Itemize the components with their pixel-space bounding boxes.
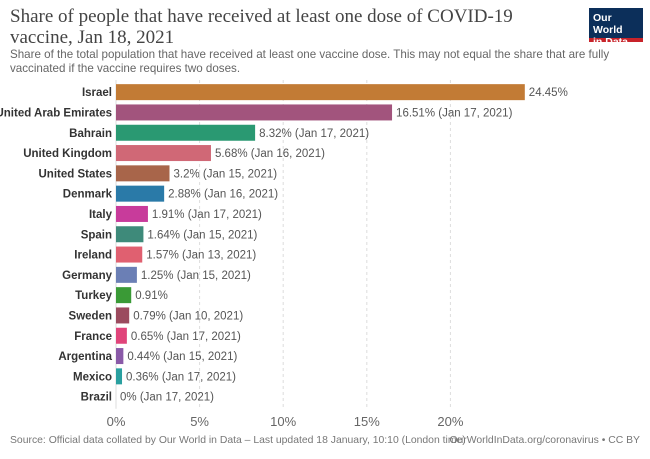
data-label: 3.2% (Jan 15, 2021) xyxy=(174,168,278,180)
category-label: Italy xyxy=(89,209,113,221)
data-label: 24.45% xyxy=(529,87,568,99)
x-tick-label: 5% xyxy=(190,414,209,429)
category-label: Brazil xyxy=(81,392,112,404)
x-tick-label: 0% xyxy=(107,414,126,429)
data-label: 1.25% (Jan 15, 2021) xyxy=(141,270,251,282)
bar xyxy=(116,368,123,385)
data-label: 1.57% (Jan 13, 2021) xyxy=(146,250,256,262)
category-label: Argentina xyxy=(58,351,112,363)
data-label: 1.64% (Jan 15, 2021) xyxy=(147,229,257,241)
data-label: 0.36% (Jan 17, 2021) xyxy=(126,371,236,383)
chart-title: Share of people that have received at le… xyxy=(10,6,513,48)
x-tick-label: 10% xyxy=(270,414,296,429)
bar xyxy=(116,104,393,121)
logo-line-1: Our World xyxy=(593,12,623,36)
category-label: Sweden xyxy=(69,310,112,322)
bar xyxy=(116,348,124,365)
data-label: 2.88% (Jan 16, 2021) xyxy=(168,189,278,201)
logo-line-2: in Data xyxy=(593,36,629,48)
bar xyxy=(116,165,170,182)
category-label: Denmark xyxy=(63,189,113,201)
category-label: Germany xyxy=(62,270,112,282)
x-tick-label: 20% xyxy=(437,414,463,429)
bar xyxy=(116,145,211,162)
bar-chart: 0% 5% 10% 15% 20% Israel 24.45% United Arab Emi… xyxy=(0,80,568,429)
data-label: 1.91% (Jan 17, 2021) xyxy=(152,209,262,221)
bar xyxy=(116,205,148,222)
category-label: Spain xyxy=(81,229,112,241)
x-tick-label: 15% xyxy=(354,414,380,429)
source-note: Source: Official data collated by Our Wo… xyxy=(10,435,466,446)
data-label: 5.68% (Jan 16, 2021) xyxy=(215,148,325,160)
bar xyxy=(116,226,144,243)
data-label: 0% (Jan 17, 2021) xyxy=(120,392,214,404)
bar xyxy=(116,266,137,283)
bar xyxy=(116,185,165,202)
data-label: 0.91% xyxy=(135,290,168,302)
chart-subtitle: Share of the total population that have … xyxy=(10,48,610,75)
category-label: Ireland xyxy=(74,250,112,262)
bar xyxy=(116,84,525,101)
category-label: Turkey xyxy=(75,290,112,302)
category-label: Bahrain xyxy=(69,128,112,140)
category-label: Mexico xyxy=(73,371,112,383)
data-label: 0.79% (Jan 10, 2021) xyxy=(133,310,243,322)
data-label: 8.32% (Jan 17, 2021) xyxy=(259,128,369,140)
category-label: United Kingdom xyxy=(23,148,112,160)
data-label: 0.44% (Jan 15, 2021) xyxy=(127,351,237,363)
bar xyxy=(116,246,143,263)
credit-link[interactable]: OurWorldInData.org/coronavirus • CC BY xyxy=(449,435,640,446)
bar xyxy=(116,287,132,304)
category-label: Israel xyxy=(82,87,112,99)
owid-logo[interactable]: Our World in Data xyxy=(589,8,643,48)
bar xyxy=(116,124,256,141)
bar xyxy=(116,327,127,344)
category-label: United States xyxy=(39,168,113,180)
category-label: United Arab Emirates xyxy=(0,107,112,119)
category-label: France xyxy=(74,331,112,343)
bar xyxy=(116,307,130,324)
data-label: 16.51% (Jan 17, 2021) xyxy=(396,107,513,119)
data-label: 0.65% (Jan 17, 2021) xyxy=(131,331,241,343)
